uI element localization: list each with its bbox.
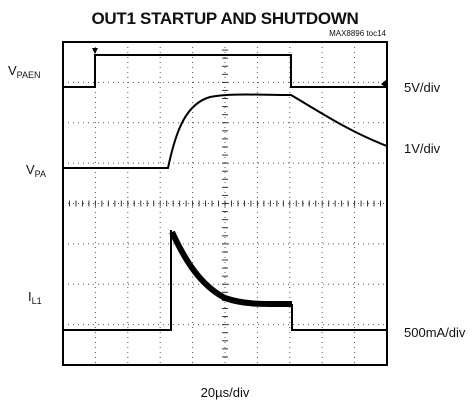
figure-title: OUT1 STARTUP AND SHUTDOWN	[91, 9, 358, 28]
trace-il1-noise	[169, 230, 293, 308]
scope-grid	[62, 41, 388, 366]
trace-label: IL1	[28, 289, 42, 306]
trace-label: VPAEN	[8, 63, 41, 80]
trace-il1-end	[291, 304, 387, 331]
trace-scale: 500mA/div	[404, 325, 466, 340]
trigger-marker	[92, 48, 98, 54]
trace-scale: 1V/div	[404, 141, 441, 156]
trace-vpaen	[63, 54, 387, 88]
time-scale: 20µs/div	[201, 385, 250, 400]
trace-scale: 5V/div	[404, 80, 441, 95]
level-marker	[381, 80, 386, 88]
trace-il1	[63, 230, 172, 331]
trace-vpa	[63, 93, 388, 169]
scope-frame	[62, 41, 388, 366]
trace-label: VPA	[26, 162, 46, 179]
figure-note: MAX8896 toc14	[329, 29, 386, 38]
